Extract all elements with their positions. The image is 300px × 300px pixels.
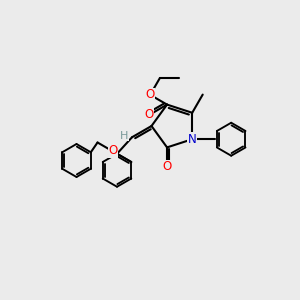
Text: O: O xyxy=(144,108,153,121)
Text: O: O xyxy=(108,144,118,157)
Text: O: O xyxy=(162,160,172,173)
Text: O: O xyxy=(146,88,155,101)
Text: N: N xyxy=(188,133,197,146)
Text: H: H xyxy=(120,131,129,141)
